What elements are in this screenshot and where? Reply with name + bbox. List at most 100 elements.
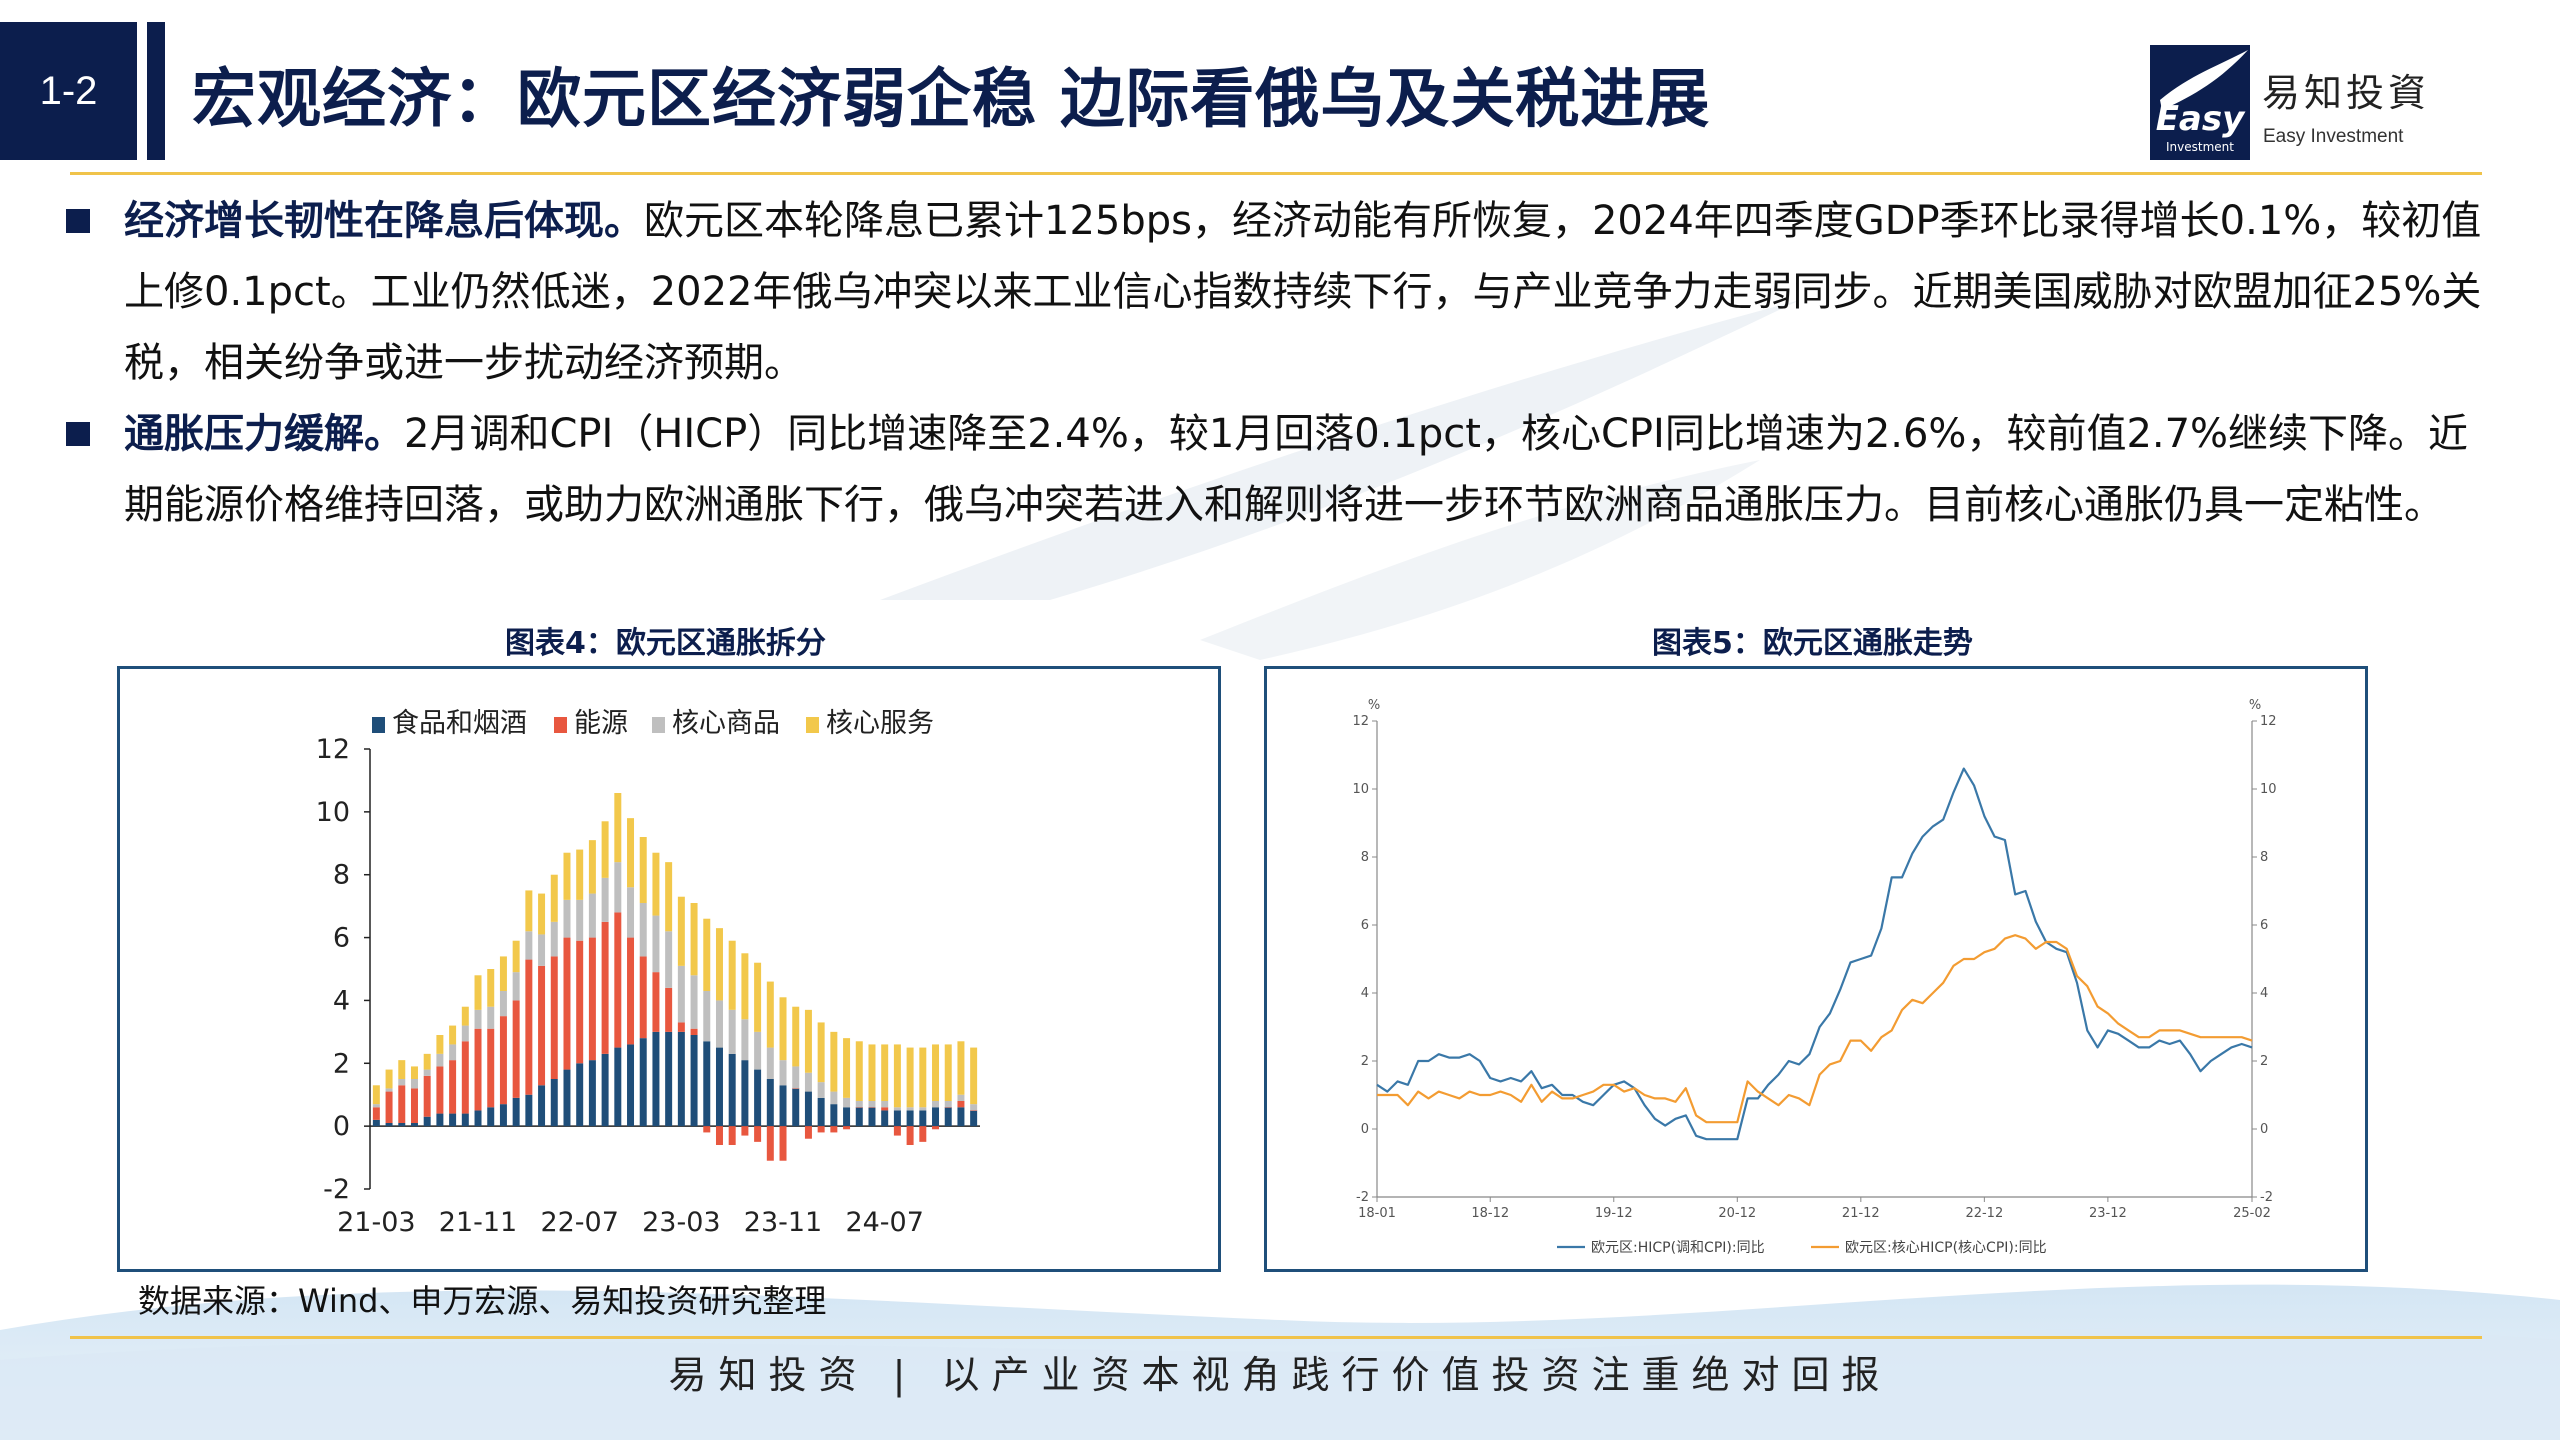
- y-tick-label: 4: [333, 985, 350, 1016]
- bar-segment: [372, 1104, 380, 1108]
- bar-segment: [423, 1053, 431, 1070]
- bar-segment: [665, 931, 673, 988]
- bar-segment: [563, 852, 571, 900]
- y-tick-label: -2: [323, 1174, 350, 1205]
- bar-segment: [703, 1126, 711, 1133]
- x-tick-label: 18-01: [1358, 1206, 1396, 1221]
- bar-segment: [792, 1006, 800, 1067]
- bar-segment: [868, 1044, 876, 1101]
- bar-segment: [410, 1079, 418, 1089]
- bar-segment: [550, 874, 558, 922]
- bar-segment: [627, 818, 635, 888]
- bar-segment: [423, 1069, 431, 1076]
- y-tick-label: 0: [1361, 1122, 1369, 1137]
- bar-segment: [690, 1028, 698, 1035]
- x-tick-label: 21-03: [337, 1207, 415, 1238]
- x-tick-label: 21-11: [439, 1207, 517, 1238]
- x-tick-label: 22-07: [540, 1207, 618, 1238]
- bar-segment: [639, 1038, 647, 1127]
- y-unit-right: %: [2249, 698, 2261, 713]
- easy-investment-logo: Easy Investment: [2150, 45, 2250, 160]
- bar-segment: [766, 1126, 774, 1161]
- bullet-lead: 经济增长韧性在降息后体现。: [124, 198, 644, 244]
- bar-segment: [728, 1126, 736, 1145]
- bar-segment: [652, 915, 660, 973]
- page-title: 宏观经济：欧元区经济弱企稳 边际看俄乌及关税进展: [192, 63, 1711, 137]
- bar-segment: [703, 991, 711, 1042]
- legend-label: 食品和烟酒: [392, 708, 527, 739]
- bar-segment: [436, 1035, 444, 1054]
- core-hicp-line: [1377, 934, 2253, 1124]
- bar-segment: [639, 837, 647, 903]
- x-tick-label: 23-03: [642, 1207, 720, 1238]
- bar-segment: [601, 921, 609, 1054]
- bar-segment: [538, 934, 546, 966]
- bar-segment: [627, 1044, 635, 1127]
- bar-segment: [957, 1101, 965, 1108]
- bar-segment: [754, 1069, 762, 1127]
- bar-segment: [423, 1116, 431, 1127]
- bar-segment: [385, 1123, 393, 1127]
- bar-segment: [779, 1085, 787, 1127]
- bar-segment: [372, 1119, 380, 1127]
- bar-segment: [614, 862, 622, 913]
- y-unit-left: %: [1368, 698, 1380, 713]
- bar-segment: [550, 921, 558, 957]
- bar-segment: [715, 928, 723, 1001]
- figure4-frame: -2 0 2 4 6 8 10 12 21-03 21-11 22-07 23-03 23-11 24-0…: [117, 666, 1221, 1272]
- bar-segment: [652, 972, 660, 1032]
- bar-segment: [499, 956, 507, 991]
- bar-segment: [728, 1053, 736, 1127]
- bar-segment: [588, 937, 596, 1061]
- bar-segment: [677, 896, 685, 966]
- bar-segment: [855, 1107, 863, 1127]
- bar-segment: [487, 1006, 495, 1029]
- y-tick-label: -2: [2260, 1190, 2273, 1205]
- bar-segment: [588, 893, 596, 938]
- bar-segment: [677, 1022, 685, 1032]
- bullet-list: 经济增长韧性在降息后体现。欧元区本轮降息已累计125bps，经济动能有所恢复，2…: [64, 186, 2484, 541]
- legend-label: 欧元区:核心HICP(核心CPI):同比: [1845, 1240, 2047, 1256]
- legend-label: 核心服务: [826, 708, 934, 739]
- bar-segment: [703, 1041, 711, 1127]
- bar-segment: [932, 1107, 940, 1127]
- bar-segment: [576, 849, 584, 900]
- bar-segment: [754, 1031, 762, 1070]
- bar-segment: [614, 1047, 622, 1127]
- x-tick-label: 21-12: [1842, 1206, 1880, 1221]
- bar-segment: [728, 940, 736, 1010]
- bar-segment: [538, 1085, 546, 1127]
- bar-segment: [474, 1110, 482, 1127]
- bar-segment: [512, 940, 520, 973]
- x-tick-label: 18-12: [1471, 1206, 1509, 1221]
- y-tick-label: 10: [1352, 782, 1369, 797]
- bar-segment: [588, 1060, 596, 1127]
- x-tick-label: 25-02: [2233, 1206, 2271, 1221]
- bar-segment: [970, 1110, 978, 1127]
- svg-text:Investment: Investment: [2166, 140, 2234, 154]
- bullet-square-icon: [66, 209, 90, 233]
- y-tick-label: 2: [333, 1048, 350, 1079]
- bar-segment: [385, 1088, 393, 1092]
- bar-segment: [601, 1053, 609, 1127]
- y-tick-label: 6: [1361, 918, 1369, 933]
- bar-segment: [766, 1047, 774, 1079]
- legend-swatch: [554, 717, 567, 733]
- figure5-frame: %% -2 -2 0 0 2 2 4 4 6 6 8 8 10 10 12 12 18-01 18-12 19-12 2…: [1264, 666, 2368, 1272]
- bar-segment: [576, 940, 584, 1064]
- bar-segment: [512, 1000, 520, 1098]
- bar-segment: [576, 1063, 584, 1127]
- bar-segment: [512, 1097, 520, 1127]
- bar-segment: [601, 821, 609, 878]
- bar-segment: [398, 1079, 406, 1086]
- bar-segment: [893, 1044, 901, 1108]
- bar-segment: [779, 1126, 787, 1161]
- inflation-breakdown-chart: -2 0 2 4 6 8 10 12 21-03 21-11 22-07 23-03 23-11 24-0…: [316, 708, 980, 1238]
- bar-segment: [525, 1094, 533, 1127]
- header-divider: [70, 172, 2482, 175]
- bar-segment: [741, 953, 749, 1020]
- bar-segment: [499, 1104, 507, 1127]
- bar-segment: [919, 1047, 927, 1108]
- bar-segment: [893, 1126, 901, 1136]
- bar-segment: [754, 962, 762, 1032]
